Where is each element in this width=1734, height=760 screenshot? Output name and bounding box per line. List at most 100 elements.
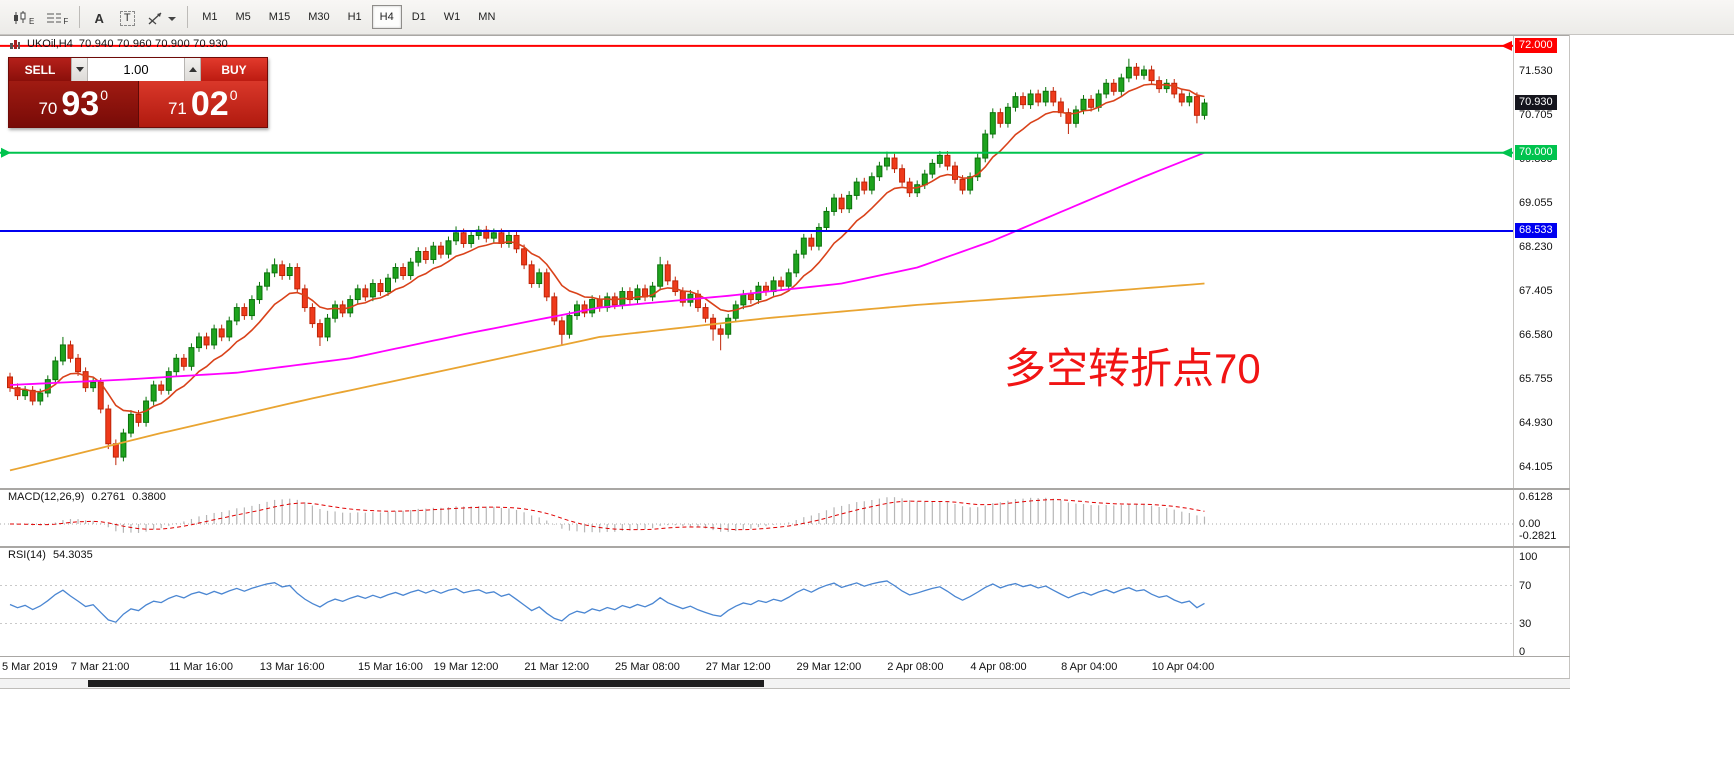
sell-price-prefix: 70 bbox=[38, 99, 58, 118]
current-price-badge: 70.930 bbox=[1515, 95, 1557, 111]
symbol-title: UKOil,H4 bbox=[27, 38, 73, 50]
macd-panel-separator[interactable] bbox=[0, 488, 1570, 490]
chart-annotation-text: 多空转折点70 bbox=[1004, 345, 1261, 392]
timeframe-m1[interactable]: M1 bbox=[202, 11, 218, 23]
rsi-axis-label: 100 bbox=[1519, 551, 1538, 563]
macd-axis-label: -0.2821 bbox=[1519, 530, 1557, 543]
time-axis[interactable]: 5 Mar 2019 7 Mar 21:00 11 Mar 16:00 13 Mar … bbox=[0, 657, 1570, 677]
buy-price-sup: 0 bbox=[229, 87, 238, 103]
window-right-border bbox=[1569, 35, 1570, 689]
trendline-arrows-icon bbox=[148, 12, 162, 25]
macd-value-signal: 0.3800 bbox=[132, 491, 166, 503]
triangle-up-icon bbox=[188, 67, 197, 72]
time-axis-label: 4 Apr 08:00 bbox=[970, 661, 1027, 673]
text-tool-button[interactable]: A bbox=[87, 5, 111, 29]
buy-price-big: 02 bbox=[190, 85, 229, 123]
rsi-label: RSI(14) 54.3035 bbox=[8, 549, 93, 561]
charts-button-badge: E bbox=[29, 17, 35, 26]
time-axis-label: 15 Mar 16:00 bbox=[358, 661, 423, 673]
price-tick-label: 66.580 bbox=[1519, 329, 1553, 342]
charts-button[interactable]: E bbox=[8, 5, 38, 29]
chart-window[interactable]: UKOil,H4 70.940 70.960 70.900 70.930 SEL… bbox=[0, 35, 1570, 689]
time-axis-label: 5 Mar 2019 bbox=[2, 661, 58, 673]
price-tick-label: 71.530 bbox=[1519, 65, 1553, 77]
price-level-badge: 70.000 bbox=[1515, 144, 1557, 160]
time-axis-label: 25 Mar 08:00 bbox=[615, 661, 680, 673]
macd-axis-label: 0.00 bbox=[1519, 518, 1541, 530]
list-grid-icon bbox=[47, 13, 62, 23]
candlestick-chart-icon bbox=[14, 11, 26, 24]
axis-separator bbox=[1513, 36, 1514, 656]
time-axis-label: 11 Mar 16:00 bbox=[169, 661, 234, 673]
sell-price-big: 93 bbox=[61, 85, 100, 123]
timeframe-mn[interactable]: MN bbox=[478, 11, 496, 23]
time-axis-label: 21 Mar 12:00 bbox=[524, 661, 590, 673]
time-axis-label: 29 Mar 12:00 bbox=[796, 661, 862, 673]
text-label-tool-button[interactable]: T bbox=[115, 5, 139, 29]
chart-symbol-header: UKOil,H4 70.940 70.960 70.900 70.930 bbox=[9, 38, 228, 50]
toolbar-separator bbox=[187, 6, 189, 28]
macd-axis-label: 0.6128 bbox=[1519, 491, 1553, 504]
price-tick-label: 64.930 bbox=[1519, 417, 1553, 430]
chevron-down-icon bbox=[168, 17, 177, 21]
rsi-panel-separator[interactable] bbox=[0, 546, 1570, 548]
toolbar-separator bbox=[79, 6, 81, 28]
price-tick-label: 65.755 bbox=[1519, 373, 1553, 386]
timeframe-h4[interactable]: H4 bbox=[371, 5, 402, 29]
timeframe-m30[interactable]: M30 bbox=[308, 11, 330, 23]
letter-t-icon: T bbox=[119, 11, 135, 26]
buy-button[interactable]: BUY bbox=[201, 58, 267, 81]
timeframe-m5[interactable]: M5 bbox=[235, 11, 251, 23]
letter-a-icon: A bbox=[94, 11, 104, 26]
buy-price-display[interactable]: 71 02 0 bbox=[138, 81, 267, 127]
timeframe-d1[interactable]: D1 bbox=[411, 11, 426, 23]
time-axis-label: 27 Mar 12:00 bbox=[705, 661, 771, 673]
price-level-badge: 68.533 bbox=[1515, 223, 1557, 239]
sell-price-display[interactable]: 70 93 0 bbox=[9, 81, 139, 127]
rsi-value: 54.3035 bbox=[52, 549, 93, 561]
buy-price-prefix: 71 bbox=[167, 99, 187, 118]
price-chart[interactable] bbox=[0, 36, 1513, 488]
volume-decrease-button[interactable] bbox=[71, 58, 88, 81]
macd-name: MACD(12,26,9) bbox=[8, 491, 85, 503]
price-tick-label: 70.705 bbox=[1519, 109, 1553, 122]
timeframe-h1[interactable]: H1 bbox=[347, 11, 362, 23]
toolbar: E F A T M1 M5 M15 M30 H1 H4 D1 W1 MN bbox=[0, 0, 1734, 35]
volume-input[interactable] bbox=[88, 58, 184, 81]
timeframe-w1[interactable]: W1 bbox=[443, 11, 461, 23]
price-tick-label: 67.405 bbox=[1519, 285, 1553, 298]
one-click-trading-panel: SELL BUY 70 93 0 71 02 0 bbox=[8, 57, 268, 128]
rsi-axis-label: 0 bbox=[1519, 646, 1526, 658]
price-tick-label: 68.230 bbox=[1519, 241, 1553, 254]
quotes-list-button[interactable]: F bbox=[42, 5, 72, 29]
volume-increase-button[interactable] bbox=[184, 58, 201, 81]
triangle-down-icon bbox=[75, 67, 84, 72]
price-tick-label: 64.105 bbox=[1519, 461, 1553, 474]
macd-value-main: 0.2761 bbox=[91, 491, 126, 503]
scrollbar-thumb[interactable] bbox=[88, 680, 764, 687]
drawing-tools-button[interactable] bbox=[143, 5, 180, 29]
time-axis-label: 10 Apr 04:00 bbox=[1151, 661, 1215, 673]
timeframe-m15[interactable]: M15 bbox=[268, 11, 291, 23]
macd-label: MACD(12,26,9) 0.2761 0.3800 bbox=[8, 491, 166, 503]
time-axis-label: 2 Apr 08:00 bbox=[887, 661, 944, 673]
rsi-name: RSI(14) bbox=[8, 549, 46, 561]
rsi-panel[interactable] bbox=[0, 548, 1513, 656]
symbol-ohlc: 70.940 70.960 70.900 70.930 bbox=[78, 38, 228, 50]
price-level-badge: 72.000 bbox=[1515, 37, 1557, 53]
quotes-list-badge: F bbox=[63, 17, 69, 26]
time-axis-label: 19 Mar 12:00 bbox=[433, 661, 499, 673]
time-axis-label: 7 Mar 21:00 bbox=[70, 661, 130, 673]
horizontal-scrollbar[interactable] bbox=[0, 678, 1570, 689]
timeframe-group: M1 M5 M15 M30 H1 H4 D1 W1 MN bbox=[193, 5, 504, 29]
macd-panel[interactable] bbox=[0, 490, 1513, 546]
sell-price-sup: 0 bbox=[100, 87, 109, 103]
time-axis-label: 13 Mar 16:00 bbox=[259, 661, 325, 673]
sell-button[interactable]: SELL bbox=[9, 58, 71, 81]
rsi-axis-label: 30 bbox=[1519, 617, 1532, 630]
price-axis[interactable]: 71.53070.70569.88069.05568.23067.40566.5… bbox=[1514, 36, 1570, 656]
time-axis-label: 8 Apr 04:00 bbox=[1061, 661, 1118, 673]
price-tick-label: 69.055 bbox=[1519, 197, 1553, 210]
rsi-axis-label: 70 bbox=[1519, 579, 1532, 592]
